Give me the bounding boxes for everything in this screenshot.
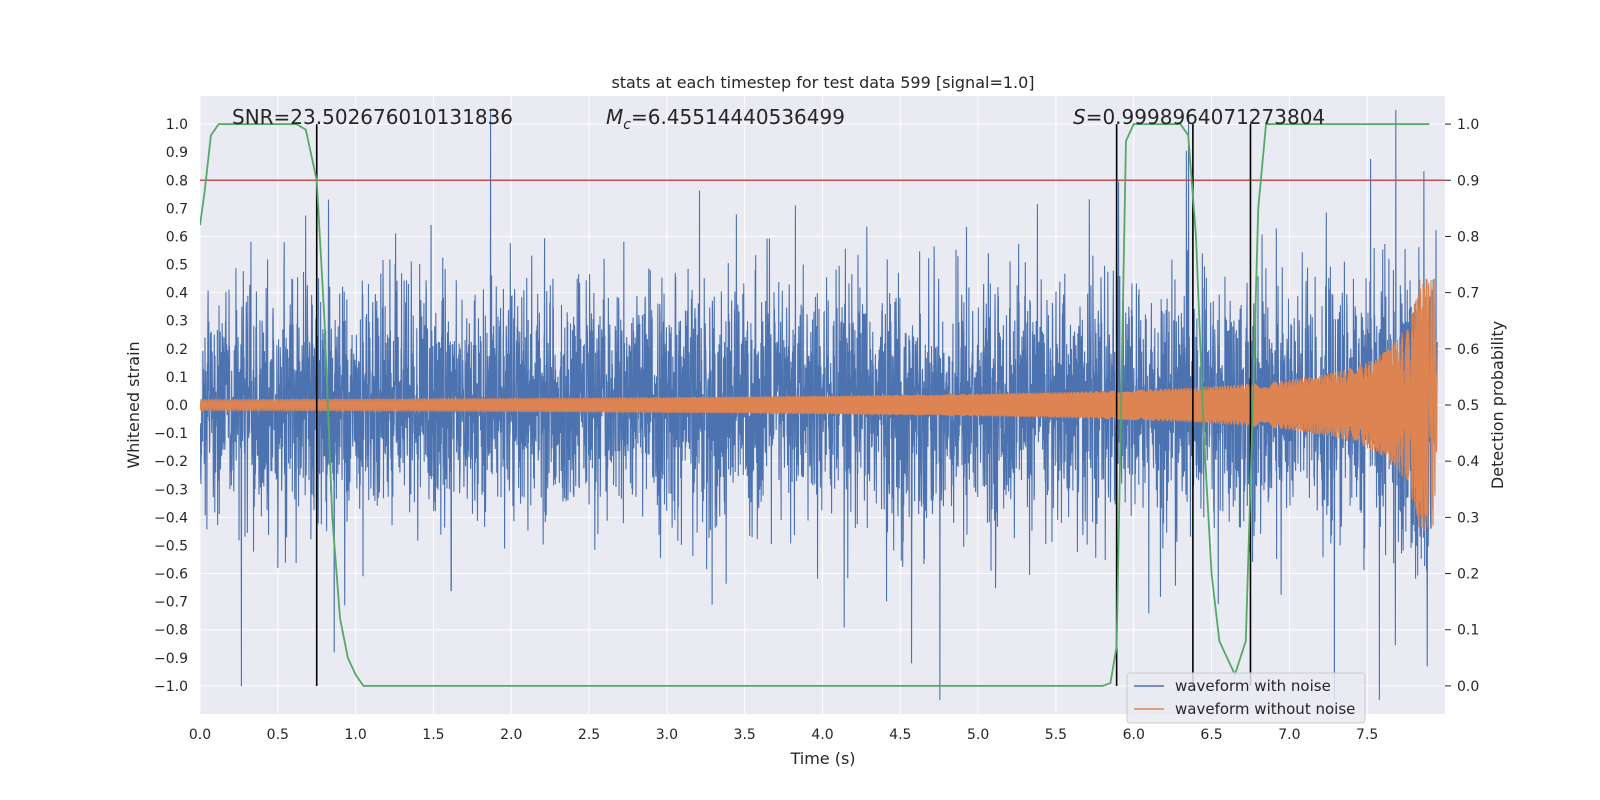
y2-tick-label: 0.7 xyxy=(1457,286,1479,302)
x-tick-label: 0.5 xyxy=(267,727,289,743)
series-clean-waveform xyxy=(200,278,1438,532)
x-axis-ticks: 0.0 0.5 1.0 1.5 2.0 2.5 3.0 3.5 4.0 4.5 5.0 5.5 6.0 6… xyxy=(189,727,1378,743)
y-tick-label: 0.6 xyxy=(166,229,188,245)
x-tick-label: 2.0 xyxy=(500,727,522,743)
x-tick-label: 0.0 xyxy=(189,727,211,743)
y-tick-label: 0.2 xyxy=(166,342,188,358)
x-tick-label: 6.0 xyxy=(1123,727,1145,743)
x-tick-label: 1.5 xyxy=(422,727,444,743)
chirp-mass-subscript: c xyxy=(623,117,631,133)
y-tick-label: 0.9 xyxy=(166,145,188,161)
y-tick-label: 0.7 xyxy=(166,201,188,217)
y-tick-label: −0.7 xyxy=(154,595,188,611)
legend-box xyxy=(1126,672,1366,724)
y2-axis-ticks: 0.0 0.1 0.2 0.3 0.4 0.5 0.6 0.7 0.8 0.9 1.0 xyxy=(1445,117,1479,695)
y-tick-label: −0.5 xyxy=(154,538,188,554)
y2-tick-label: 0.2 xyxy=(1457,567,1479,583)
series-noisy-waveform xyxy=(200,110,1438,700)
score-annotation: S=0.9998964071273804 xyxy=(1073,105,1325,129)
x-tick-label: 3.5 xyxy=(734,727,756,743)
y-tick-label: −0.9 xyxy=(154,651,188,667)
y-tick-label: 0.1 xyxy=(166,370,188,386)
score-symbol: S xyxy=(1073,105,1086,129)
chirp-mass-annotation: Mc=6.45514440536499 xyxy=(606,105,845,133)
x-tick-label: 2.5 xyxy=(578,727,600,743)
y2-axis-label: Detection probability xyxy=(1488,321,1507,489)
y-axis-label: Whitened strain xyxy=(124,341,143,468)
x-tick-label: 4.0 xyxy=(811,727,833,743)
y-tick-label: −0.2 xyxy=(154,454,188,470)
y2-tick-label: 0.9 xyxy=(1457,173,1479,189)
x-axis-label: Time (s) xyxy=(789,749,855,768)
chirp-mass-value: =6.45514440536499 xyxy=(631,105,845,129)
x-tick-label: 5.5 xyxy=(1045,727,1067,743)
x-tick-label: 4.5 xyxy=(889,727,911,743)
y-tick-label: 0.4 xyxy=(166,286,188,302)
y-tick-label: −0.3 xyxy=(154,482,188,498)
y-tick-label: 1.0 xyxy=(166,117,188,133)
y2-tick-label: 0.3 xyxy=(1457,510,1479,526)
x-tick-label: 1.0 xyxy=(344,727,366,743)
y2-tick-label: 0.5 xyxy=(1457,398,1479,414)
y2-tick-label: 0.0 xyxy=(1457,679,1479,695)
x-tick-label: 7.0 xyxy=(1278,727,1300,743)
score-value: =0.9998964071273804 xyxy=(1086,105,1325,129)
snr-annotation: SNR=23.502676010131836 xyxy=(232,105,513,129)
x-tick-label: 7.5 xyxy=(1356,727,1378,743)
y-tick-label: −1.0 xyxy=(154,679,188,695)
x-tick-label: 5.0 xyxy=(967,727,989,743)
legend-label-clean: waveform without noise xyxy=(1175,700,1355,718)
y-tick-label: 0.8 xyxy=(166,173,188,189)
y-tick-label: −0.4 xyxy=(154,510,188,526)
y-tick-label: 0.5 xyxy=(166,258,188,274)
y-tick-label: −0.8 xyxy=(154,623,188,639)
chart-title: stats at each timestep for test data 599… xyxy=(611,73,1034,92)
y2-tick-label: 0.4 xyxy=(1457,454,1479,470)
x-tick-label: 6.5 xyxy=(1200,727,1222,743)
legend-label-noise: waveform with noise xyxy=(1175,677,1331,695)
y-tick-label: −0.1 xyxy=(154,426,188,442)
y-tick-label: −0.6 xyxy=(154,567,188,583)
x-tick-label: 3.0 xyxy=(656,727,678,743)
y2-tick-label: 0.8 xyxy=(1457,229,1479,245)
y2-tick-label: 1.0 xyxy=(1457,117,1479,133)
y-axis-ticks: −1.0 −0.9 −0.8 −0.7 −0.6 −0.5 −0.4 −0.3 −0.2 −0.1… xyxy=(154,117,188,695)
y-tick-label: 0.0 xyxy=(166,398,188,414)
y2-tick-label: 0.6 xyxy=(1457,342,1479,358)
y2-tick-label: 0.1 xyxy=(1457,623,1479,639)
chirp-mass-symbol: M xyxy=(606,105,623,129)
legend: waveform with noise waveform without noi… xyxy=(1126,672,1366,724)
y-tick-label: 0.3 xyxy=(166,314,188,330)
